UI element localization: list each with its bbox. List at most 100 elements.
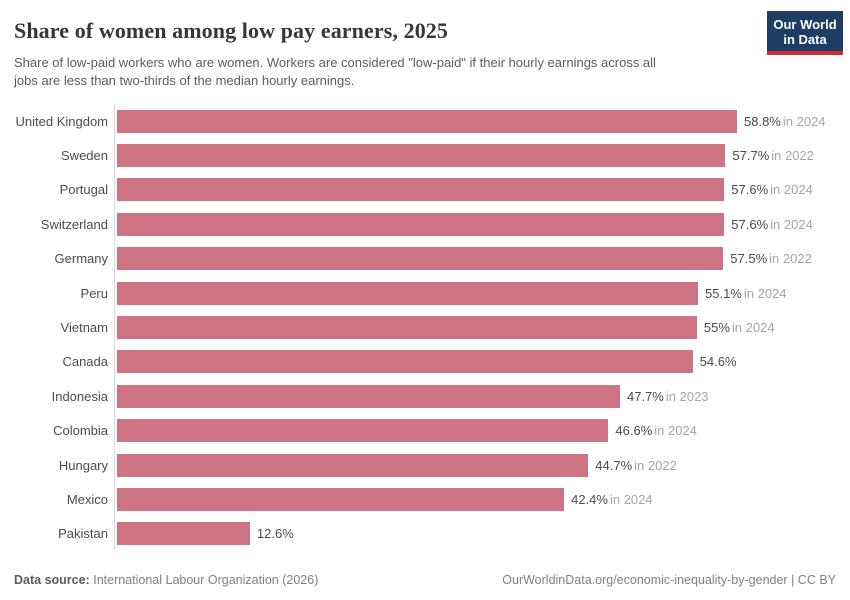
- y-axis-line: [114, 104, 115, 552]
- bar-track: 57.6% in 2024: [114, 178, 850, 202]
- bar[interactable]: [117, 144, 726, 168]
- value-text: 58.8%: [744, 113, 781, 129]
- value-text: 46.6%: [615, 423, 653, 439]
- bar-track: 46.6% in 2024: [114, 419, 850, 443]
- year-note: in 2023: [665, 388, 709, 404]
- bar[interactable]: [117, 316, 697, 340]
- value-text: 57.5%: [730, 251, 768, 267]
- value-text: 54.6%: [699, 354, 737, 370]
- country-label: Mexico: [66, 491, 108, 507]
- value-text: 57.6%: [731, 182, 769, 198]
- bar-row: Peru 55.1% in 2024: [12, 276, 850, 310]
- bar[interactable]: [117, 247, 724, 271]
- bar-track: 55.1% in 2024: [114, 281, 850, 305]
- owid-logo-line2: in Data: [783, 32, 827, 47]
- bar-track: 54.6%: [114, 350, 850, 374]
- value-label: 46.6% in 2024: [615, 423, 697, 438]
- country-label: Hungary: [58, 457, 108, 473]
- owid-logo-line1: Our World: [773, 17, 837, 32]
- bar-track: 47.7% in 2023: [114, 384, 850, 408]
- year-note: in 2024: [770, 182, 813, 198]
- data-source-label: Data source:: [14, 573, 90, 587]
- bar-row: Indonesia 47.7% in 2023: [12, 379, 850, 413]
- bar[interactable]: [117, 281, 698, 305]
- chart-footer: Data source: International Labour Organi…: [14, 573, 836, 587]
- attribution: OurWorldinData.org/economic-inequality-b…: [502, 573, 836, 587]
- value-text: 12.6%: [256, 526, 294, 542]
- value-label: 57.5% in 2022: [730, 251, 812, 266]
- country-label: Portugal: [59, 182, 108, 198]
- chart-title: Share of women among low pay earners, 20…: [14, 18, 448, 43]
- country-label: Sweden: [61, 148, 108, 164]
- chart-subtitle: Share of low-paid workers who are women.…: [14, 55, 656, 88]
- year-note: in 2024: [770, 216, 813, 232]
- bar-row: Sweden 57.7% in 2022: [12, 138, 850, 172]
- bar[interactable]: [117, 350, 693, 374]
- year-note: in 2024: [654, 423, 697, 439]
- country-label: Canada: [62, 354, 108, 370]
- value-label: 58.8% in 2024: [744, 114, 826, 129]
- country-label: Germany: [54, 251, 108, 267]
- value-label: 57.6% in 2024: [731, 182, 813, 197]
- data-source-value: International Labour Organization (2026): [93, 573, 319, 587]
- value-label: 54.6%: [700, 354, 737, 369]
- value-label: 42.4% in 2024: [571, 492, 653, 507]
- country-label: United Kingdom: [15, 113, 109, 129]
- value-label: 12.6%: [257, 526, 294, 541]
- bar-track: 57.5% in 2022: [114, 247, 850, 271]
- bar-track: 57.7% in 2022: [114, 144, 850, 168]
- data-source: Data source: International Labour Organi…: [14, 573, 318, 587]
- license-badge: | CC BY: [791, 573, 836, 587]
- year-note: in 2022: [771, 148, 814, 164]
- bar[interactable]: [117, 212, 725, 236]
- bar[interactable]: [117, 487, 565, 511]
- value-text: 55.1%: [705, 285, 742, 301]
- value-text: 47.7%: [627, 388, 664, 404]
- country-label: Colombia: [53, 423, 108, 439]
- value-label: 44.7% in 2022: [595, 458, 677, 473]
- bar[interactable]: [117, 522, 250, 546]
- bar[interactable]: [117, 178, 725, 202]
- bar[interactable]: [117, 109, 737, 133]
- year-note: in 2024: [743, 285, 787, 301]
- value-label: 55% in 2024: [704, 320, 775, 335]
- bar-row: Vietnam 55% in 2024: [12, 310, 850, 344]
- value-label: 57.6% in 2024: [731, 217, 813, 232]
- bar-track: 58.8% in 2024: [114, 109, 850, 133]
- value-text: 44.7%: [595, 457, 633, 473]
- bar-row: Portugal 57.6% in 2024: [12, 173, 850, 207]
- value-text: 55%: [703, 320, 730, 336]
- owid-url[interactable]: OurWorldinData.org/economic-inequality-b…: [502, 573, 788, 587]
- value-label: 55.1% in 2024: [705, 286, 787, 301]
- value-text: 57.7%: [732, 148, 770, 164]
- value-label: 57.7% in 2022: [732, 148, 814, 163]
- year-note: in 2022: [769, 251, 812, 267]
- owid-logo[interactable]: Our World in Data: [767, 11, 843, 55]
- year-note: in 2024: [782, 113, 826, 129]
- country-label: Indonesia: [51, 388, 108, 404]
- bar-row: Hungary 44.7% in 2022: [12, 448, 850, 482]
- bar-track: 55% in 2024: [114, 316, 850, 340]
- bar-track: 57.6% in 2024: [114, 212, 850, 236]
- bar[interactable]: [117, 384, 620, 408]
- year-note: in 2024: [609, 491, 653, 507]
- country-label: Vietnam: [60, 320, 108, 336]
- bar-track: 42.4% in 2024: [114, 487, 850, 511]
- bar[interactable]: [117, 453, 589, 477]
- chart-header: Share of women among low pay earners, 20…: [0, 0, 850, 89]
- bar-row: Mexico 42.4% in 2024: [12, 482, 850, 516]
- value-text: 57.6%: [731, 216, 769, 232]
- country-label: Switzerland: [40, 216, 108, 232]
- value-label: 47.7% in 2023: [627, 389, 709, 404]
- bar-row: Switzerland 57.6% in 2024: [12, 207, 850, 241]
- bar-row: United Kingdom 58.8% in 2024: [12, 104, 850, 138]
- bar-track: 44.7% in 2022: [114, 453, 850, 477]
- year-note: in 2022: [634, 457, 677, 473]
- year-note: in 2024: [731, 320, 775, 336]
- bar-track: 12.6%: [114, 522, 850, 546]
- bar-row: Canada 54.6%: [12, 345, 850, 379]
- bar-row: Germany 57.5% in 2022: [12, 242, 850, 276]
- country-label: Pakistan: [58, 526, 108, 542]
- bar[interactable]: [117, 419, 609, 443]
